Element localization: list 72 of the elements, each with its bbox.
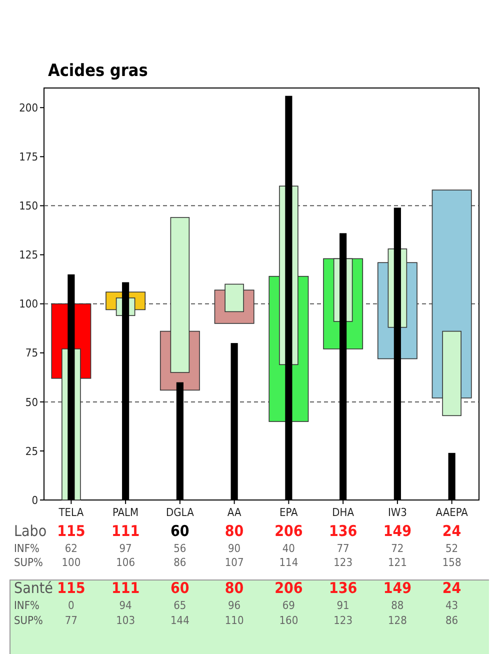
text: SUP% [14, 556, 43, 569]
text: 115 [57, 579, 86, 597]
text: 24 [442, 579, 462, 597]
text: 0 [68, 599, 74, 612]
text: 206 [274, 579, 303, 597]
text: Labo [14, 522, 47, 540]
y-tick-label: 100 [19, 298, 38, 311]
text: 123 [334, 614, 353, 627]
data-label: 206 [274, 522, 303, 540]
text: 123 [334, 556, 353, 569]
x-tick-label: DGLA [166, 506, 194, 519]
text: 114 [279, 556, 298, 569]
y-tick-label: 0 [32, 494, 38, 507]
text: 149 [383, 579, 412, 597]
text: 121 [388, 556, 407, 569]
text: 107 [224, 556, 244, 569]
y-tick-label: 175 [19, 150, 38, 164]
x-tick-label: IW3 [388, 506, 407, 519]
text: INF% [14, 599, 40, 612]
x-tick-label: TELA [58, 506, 84, 519]
text: 111 [111, 579, 140, 597]
text: 86 [446, 614, 458, 627]
text: 72 [391, 542, 404, 555]
text: 97 [119, 542, 132, 555]
y-tick-label: 200 [19, 101, 38, 114]
text: 77 [64, 614, 78, 627]
y-tick-label: 150 [19, 200, 38, 213]
y-tick-label: 50 [25, 396, 38, 409]
data-label: 115 [57, 522, 86, 540]
x-tick-label: AAEPA [436, 506, 468, 519]
data-label: 60 [170, 522, 190, 540]
text: 128 [388, 614, 407, 627]
text: 69 [282, 599, 295, 612]
text: 158 [442, 556, 462, 569]
text: 77 [336, 542, 350, 555]
x-tick-label: AA [227, 506, 242, 519]
text: 86 [174, 556, 186, 569]
data-label: 80 [224, 522, 244, 540]
text: 103 [116, 614, 136, 627]
data-label: 136 [328, 522, 358, 540]
y-tick-label: 125 [19, 248, 38, 262]
text: 40 [282, 542, 295, 555]
x-tick-label: EPA [280, 506, 298, 519]
text: 65 [174, 599, 186, 612]
data-label: 24 [442, 522, 462, 540]
text: 100 [62, 556, 81, 569]
text: 52 [446, 542, 458, 555]
text: 90 [228, 542, 241, 555]
text: 160 [279, 614, 298, 627]
text: 60 [170, 579, 190, 597]
data-label: 149 [383, 522, 412, 540]
text: 110 [224, 614, 244, 627]
text: 80 [224, 579, 244, 597]
text: 91 [336, 599, 350, 612]
text: 62 [64, 542, 78, 555]
data-label: 111 [111, 522, 140, 540]
text: 136 [328, 579, 358, 597]
chart-title: Acides gras [48, 61, 148, 81]
text: 43 [446, 599, 458, 612]
x-tick-label: DHA [332, 506, 354, 519]
text: 88 [391, 599, 404, 612]
text: 144 [170, 614, 190, 627]
y-tick-label: 25 [25, 444, 38, 458]
text: 96 [228, 599, 241, 612]
text: 94 [119, 599, 132, 612]
x-tick-label: PALM [112, 506, 139, 519]
text: Santé [14, 579, 53, 597]
text: SUP% [14, 614, 43, 627]
text: 106 [116, 556, 136, 569]
text: INF% [14, 542, 40, 555]
text: 56 [174, 542, 186, 555]
y-tick-label: 75 [25, 346, 38, 360]
